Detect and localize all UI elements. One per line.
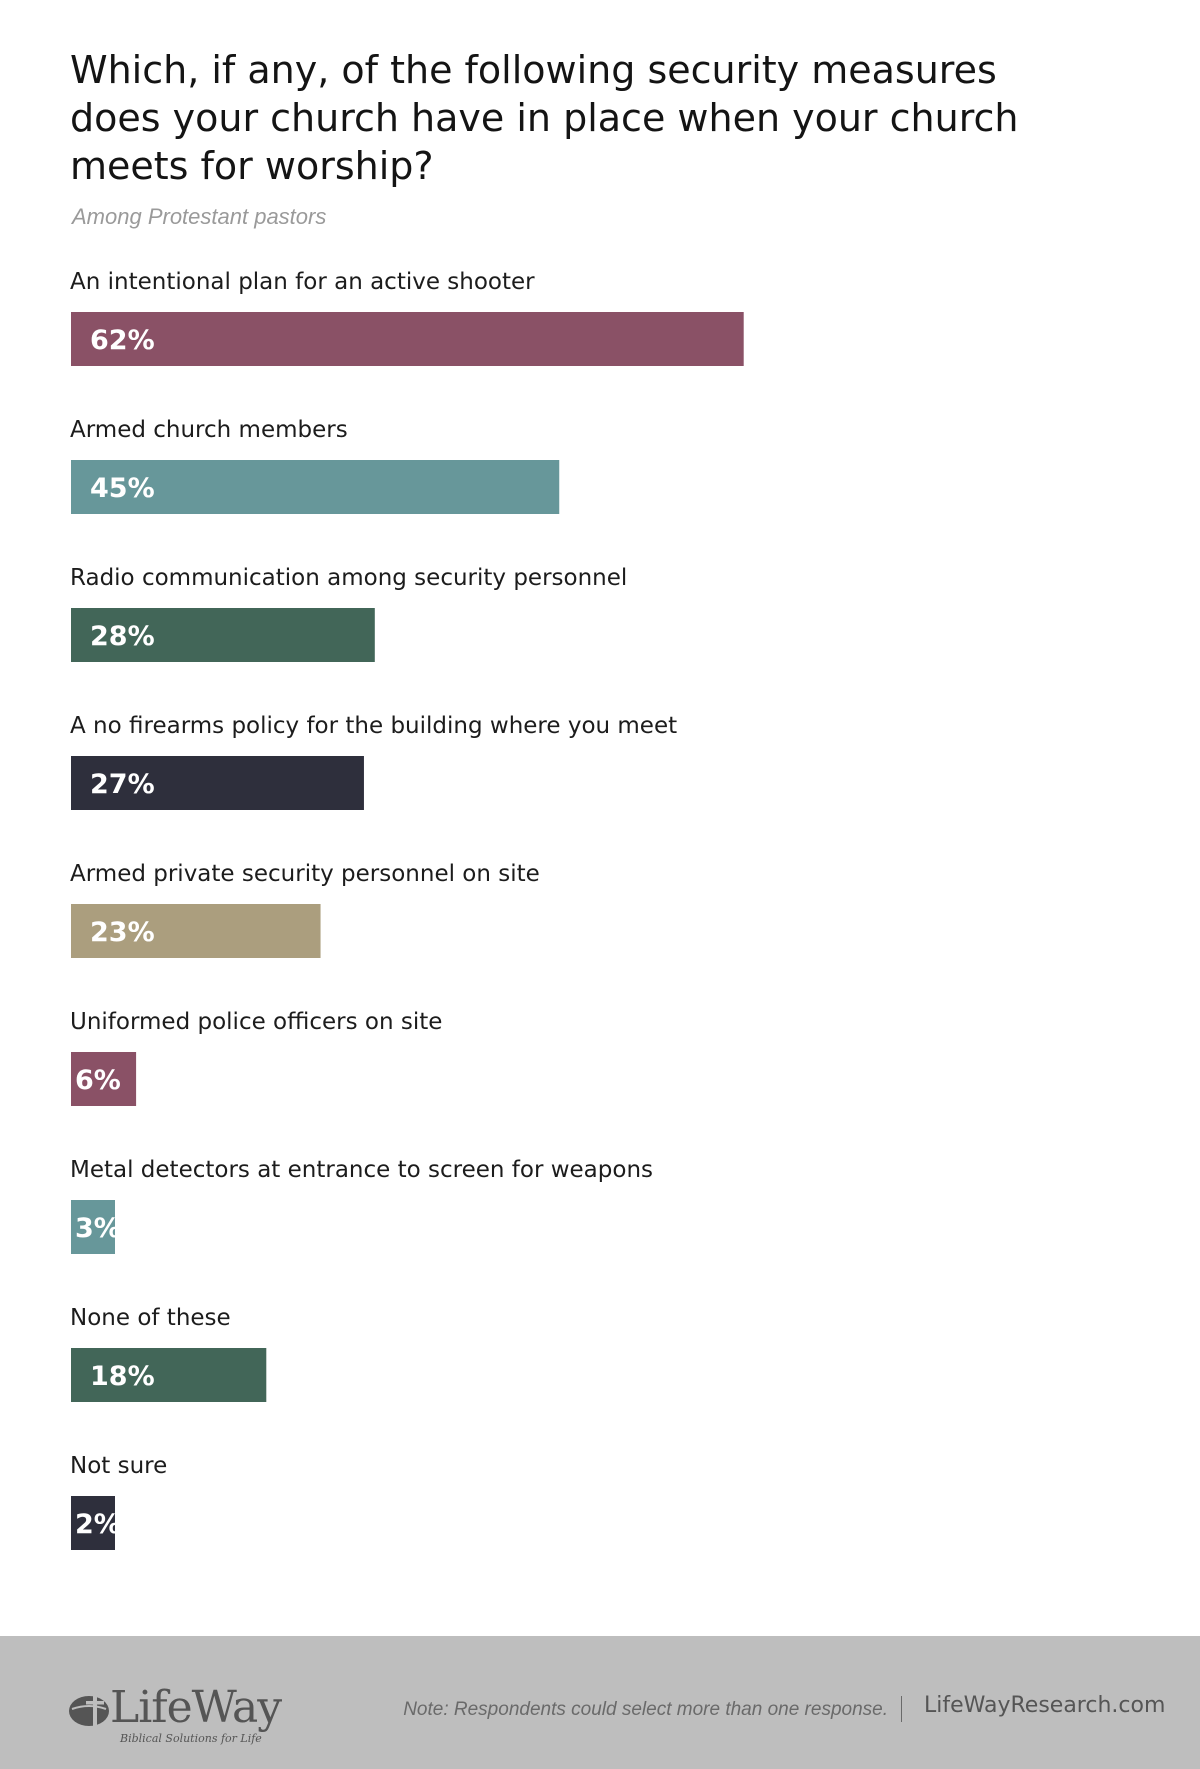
bar	[71, 904, 321, 958]
logo-tagline: Biblical Solutions for Life	[120, 1732, 262, 1745]
chart-title: Which, if any, of the following security…	[70, 48, 1019, 188]
value-label: 18%	[90, 1361, 155, 1392]
category-label: An intentional plan for an active shoote…	[70, 269, 535, 295]
category-label: Not sure	[70, 1453, 167, 1479]
value-label: 2%	[75, 1509, 121, 1540]
category-label: Metal detectors at entrance to screen fo…	[70, 1157, 653, 1183]
value-label: 6%	[75, 1065, 121, 1096]
value-label: 62%	[90, 325, 155, 356]
bar	[71, 1200, 115, 1254]
logo-wordmark: LifeWay	[110, 1682, 282, 1733]
value-label: 27%	[90, 769, 155, 800]
bar	[71, 608, 375, 662]
category-label: Armed church members	[70, 417, 348, 443]
footer-divider	[901, 1696, 902, 1722]
chart-subtitle: Among Protestant pastors	[72, 204, 327, 229]
category-label: Uniformed police officers on site	[70, 1009, 442, 1035]
category-label: None of these	[70, 1305, 231, 1331]
bar	[71, 1052, 137, 1106]
website-link[interactable]: LifeWayResearch.com	[924, 1693, 1166, 1718]
value-label: 23%	[90, 917, 155, 948]
category-label: Armed private security personnel on site	[70, 861, 540, 887]
value-label: 3%	[75, 1213, 121, 1244]
bar	[71, 1496, 115, 1550]
globe-cross-icon	[69, 1694, 109, 1726]
category-label: Radio communication among security perso…	[70, 565, 627, 591]
bar	[71, 460, 560, 514]
value-label: 28%	[90, 621, 155, 652]
bar-chart: An intentional plan for an active shoote…	[70, 269, 744, 1550]
bar	[71, 1348, 267, 1402]
footnote: Note: Respondents could select more than…	[403, 1699, 888, 1720]
value-label: 45%	[90, 473, 155, 504]
category-label: A no firearms policy for the building wh…	[70, 713, 677, 739]
lifeway-logo[interactable]: LifeWay Biblical Solutions for Life	[68, 1682, 282, 1748]
bar	[71, 756, 364, 810]
footer: LifeWay Biblical Solutions for Life Note…	[0, 1636, 1200, 1769]
bar	[71, 312, 744, 366]
